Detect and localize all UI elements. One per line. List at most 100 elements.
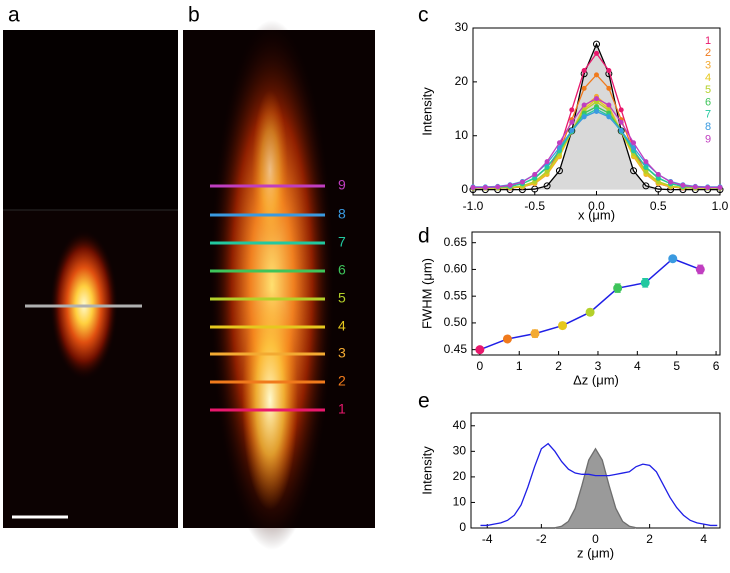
slice-label: 4: [338, 318, 346, 334]
panel-label: d: [418, 225, 430, 248]
x-axis-title: x (μm): [578, 207, 615, 222]
x-tick-label: 0: [592, 532, 599, 546]
data-point: [530, 329, 540, 339]
data-point: [569, 119, 575, 125]
data-point: [642, 182, 650, 190]
y-tick-label: 20: [453, 469, 467, 483]
data-point: [544, 159, 550, 165]
data-point: [606, 68, 612, 74]
image-a: [3, 30, 178, 528]
slice-label: 5: [338, 290, 346, 306]
legend-label: 6: [705, 96, 711, 108]
data-point: [543, 182, 551, 190]
data-point: [507, 182, 513, 188]
legend-label: 3: [705, 60, 711, 72]
y-axis-title: FWHM (μm): [419, 258, 434, 329]
legend-label: 5: [705, 84, 711, 96]
data-point: [569, 107, 575, 113]
data-point: [532, 172, 538, 178]
data-point: [594, 109, 599, 114]
data-point: [680, 182, 686, 188]
legend-label: 7: [705, 109, 711, 121]
data-point: [695, 264, 705, 274]
series-line: [554, 447, 637, 529]
data-point: [630, 167, 638, 175]
y-tick-label: 10: [453, 495, 467, 509]
slice-lines: 1 2 3 4 5 6 7 8 9: [210, 177, 346, 417]
data-point: [470, 184, 476, 190]
slice-label: 2: [338, 373, 346, 389]
y-tick-label: 10: [455, 128, 469, 142]
data-point: [668, 179, 674, 185]
data-point: [581, 68, 587, 74]
legend-label: 2: [705, 47, 711, 59]
slice-label: 8: [338, 206, 346, 222]
data-point: [594, 50, 599, 56]
panel-label: a: [8, 4, 20, 27]
data-point: [558, 321, 568, 331]
data-point: [655, 172, 661, 178]
x-tick-label: 4: [634, 359, 641, 373]
legend-label: 4: [705, 72, 711, 84]
slice-label: 6: [338, 262, 346, 278]
data-point: [643, 159, 649, 165]
data-point: [482, 184, 488, 190]
data-point: [594, 72, 599, 78]
data-point: [618, 119, 624, 125]
x-tick-label: 0: [477, 359, 484, 373]
data-point: [581, 102, 587, 108]
data-point: [581, 85, 587, 91]
data-point: [631, 140, 637, 146]
x-tick-label: 2: [555, 359, 562, 373]
x-tick-label: 6: [713, 359, 720, 373]
y-tick-label: 0.45: [444, 342, 468, 356]
data-point: [618, 127, 624, 133]
x-tick-label: 3: [595, 359, 602, 373]
slice-label: 9: [338, 177, 346, 193]
data-point: [640, 278, 650, 288]
y-axis-title: Intensity: [419, 446, 434, 495]
data-point: [668, 254, 678, 264]
area: [473, 44, 720, 190]
image-b: [183, 20, 375, 550]
data-point: [556, 140, 562, 146]
x-axis-title: z (μm): [577, 545, 614, 560]
x-tick-label: -4: [482, 532, 493, 546]
data-point: [475, 345, 485, 355]
data-point: [705, 184, 711, 190]
data-point: [606, 114, 612, 120]
panel-label: e: [418, 390, 430, 413]
data-point: [631, 145, 637, 151]
data-point: [502, 334, 512, 344]
y-tick-label: 0: [461, 182, 468, 196]
x-tick-label: 5: [673, 359, 680, 373]
data-point: [495, 184, 501, 190]
x-tick-label: 0.0: [588, 199, 605, 213]
x-tick-label: -2: [536, 532, 547, 546]
y-tick-label: 0.60: [444, 262, 468, 276]
data-point: [585, 307, 595, 317]
series-line: [473, 42, 720, 191]
legend-label: 9: [705, 133, 711, 145]
x-tick-label: 1: [516, 359, 523, 373]
x-tick-label: 1.0: [712, 199, 729, 213]
data-point: [618, 107, 624, 113]
x-tick-label: -1.0: [463, 199, 484, 213]
data-point: [556, 145, 562, 151]
y-tick-label: 20: [455, 74, 469, 88]
y-tick-label: 30: [453, 444, 467, 458]
panel-label: b: [188, 4, 200, 27]
data-point: [569, 127, 575, 133]
area: [554, 448, 637, 528]
data-point: [606, 85, 612, 91]
x-tick-label: 0.5: [650, 199, 667, 213]
y-tick-label: 0: [459, 520, 466, 534]
data-point: [613, 283, 623, 293]
data-point: [594, 96, 599, 102]
x-tick-label: -0.5: [524, 199, 545, 213]
y-tick-label: 30: [455, 20, 469, 34]
slice-label: 3: [338, 345, 346, 361]
legend-label: 1: [705, 35, 711, 47]
data-point: [593, 40, 600, 48]
